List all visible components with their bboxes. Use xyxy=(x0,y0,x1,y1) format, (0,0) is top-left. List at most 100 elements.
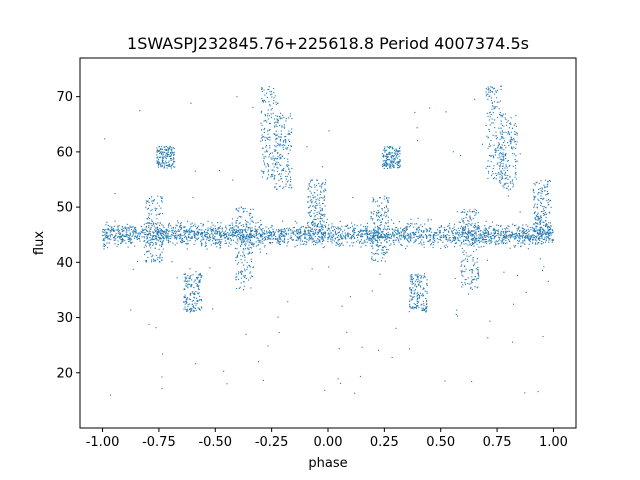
data-point xyxy=(461,274,463,276)
data-point xyxy=(217,242,219,244)
data-point xyxy=(502,231,504,233)
data-point xyxy=(134,245,136,247)
data-point xyxy=(364,233,366,235)
data-point xyxy=(242,275,244,277)
data-point xyxy=(307,234,309,236)
data-point xyxy=(344,232,346,234)
data-point xyxy=(325,179,327,181)
data-point xyxy=(158,213,160,215)
data-point xyxy=(333,240,335,242)
data-point xyxy=(182,241,184,243)
data-point xyxy=(504,233,506,235)
data-point xyxy=(449,228,451,230)
data-point xyxy=(520,242,522,244)
data-point xyxy=(279,158,281,160)
data-point xyxy=(547,228,549,230)
data-point xyxy=(352,229,354,231)
data-point xyxy=(287,242,289,244)
data-point xyxy=(377,236,379,238)
data-point xyxy=(537,198,539,200)
data-point xyxy=(471,272,473,274)
data-point xyxy=(540,204,542,206)
data-point xyxy=(202,236,204,238)
data-point xyxy=(319,185,321,187)
data-point xyxy=(244,268,246,270)
data-point xyxy=(536,229,538,231)
data-point xyxy=(258,361,260,363)
data-point xyxy=(242,247,244,249)
data-point xyxy=(282,146,284,148)
data-point xyxy=(551,232,553,234)
data-point xyxy=(418,307,420,309)
data-point xyxy=(190,308,192,310)
data-point xyxy=(305,241,307,243)
data-point xyxy=(321,185,323,187)
data-point xyxy=(337,226,339,228)
data-point xyxy=(238,233,240,235)
data-point xyxy=(174,230,176,232)
data-point xyxy=(317,225,319,227)
data-point xyxy=(262,154,264,156)
data-point xyxy=(168,156,170,158)
data-point xyxy=(256,229,258,231)
data-point xyxy=(415,274,417,276)
data-point xyxy=(395,155,397,157)
data-point xyxy=(548,226,550,228)
data-point xyxy=(473,242,475,244)
data-point xyxy=(466,211,468,213)
data-point xyxy=(494,106,496,108)
data-point xyxy=(301,235,303,237)
data-point xyxy=(247,239,249,241)
data-point xyxy=(316,211,318,213)
data-point xyxy=(501,172,503,174)
data-point xyxy=(195,363,197,365)
data-point xyxy=(311,239,313,241)
data-point xyxy=(503,137,505,139)
data-point xyxy=(464,282,466,284)
data-point xyxy=(139,240,141,242)
data-point xyxy=(126,235,128,237)
data-point xyxy=(503,131,505,133)
data-point xyxy=(488,233,490,235)
data-point xyxy=(545,225,547,227)
data-point xyxy=(102,235,104,237)
data-point xyxy=(162,240,164,242)
data-point xyxy=(466,233,468,235)
data-point xyxy=(492,229,494,231)
data-point xyxy=(393,166,395,168)
data-point xyxy=(387,153,389,155)
data-point xyxy=(157,236,159,238)
data-point xyxy=(251,217,253,219)
data-point xyxy=(270,152,272,154)
data-point xyxy=(276,239,278,241)
data-point xyxy=(219,236,221,238)
data-point xyxy=(429,238,431,240)
data-point xyxy=(186,248,188,250)
data-point xyxy=(386,206,388,208)
data-point xyxy=(255,245,257,247)
data-point xyxy=(262,147,264,149)
data-point xyxy=(322,247,324,249)
data-point xyxy=(371,245,373,247)
data-point xyxy=(374,229,376,231)
data-point xyxy=(273,234,275,236)
data-point xyxy=(280,153,282,155)
data-point xyxy=(304,232,306,234)
data-point xyxy=(476,209,478,211)
data-point xyxy=(487,177,489,179)
data-point xyxy=(503,242,505,244)
data-point xyxy=(308,226,310,228)
data-point xyxy=(207,220,209,222)
data-point xyxy=(455,238,457,240)
data-point xyxy=(537,192,539,194)
data-point xyxy=(389,167,391,169)
data-point xyxy=(380,221,382,223)
data-point xyxy=(222,234,224,236)
data-point xyxy=(207,237,209,239)
data-point xyxy=(219,225,221,227)
data-point xyxy=(119,234,121,236)
data-point xyxy=(261,234,263,236)
data-point xyxy=(419,294,421,296)
data-point xyxy=(505,177,507,179)
data-point xyxy=(293,226,295,228)
